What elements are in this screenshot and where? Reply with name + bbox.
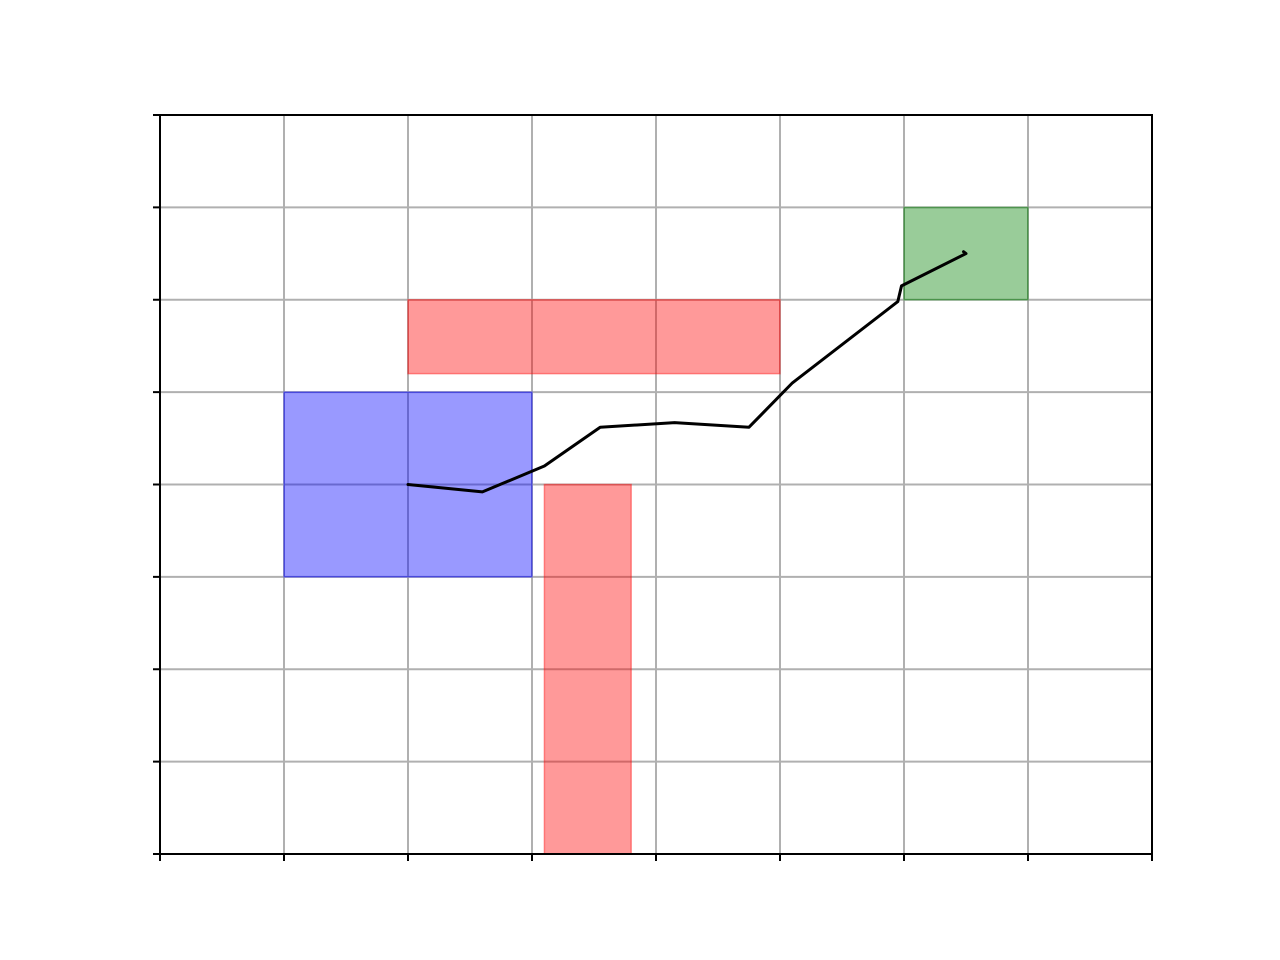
series-layer xyxy=(406,250,968,494)
tick-layer xyxy=(153,114,1153,861)
region-layer xyxy=(283,206,1029,855)
axes-frame xyxy=(159,114,1153,855)
series-line-0 xyxy=(406,250,968,494)
obstacle-region-2 xyxy=(407,299,781,375)
obstacle-region-3 xyxy=(543,483,632,855)
